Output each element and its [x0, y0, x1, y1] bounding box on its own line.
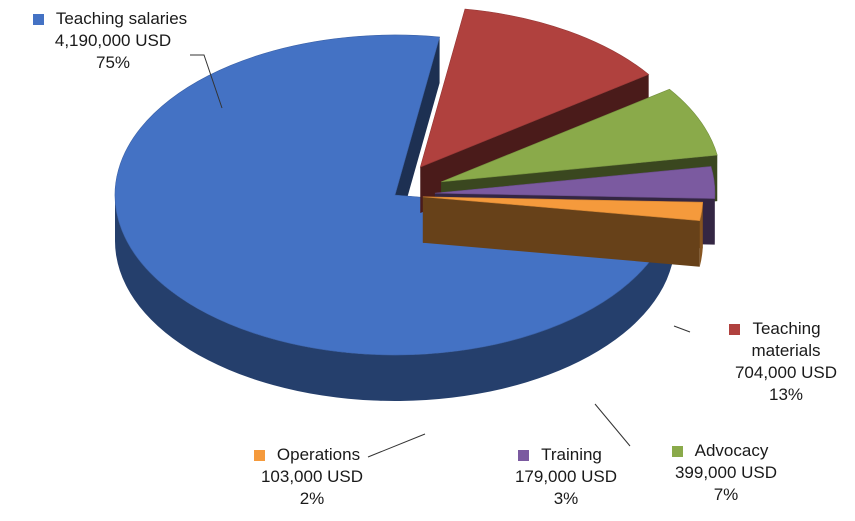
legend-swatch-operations — [254, 450, 265, 461]
label-training: Training 179,000 USD 3% — [475, 444, 645, 510]
slice-percent-teaching-salaries: 75% — [0, 52, 220, 74]
slice-percent-advocacy: 7% — [630, 484, 810, 506]
slice-name-training: Training — [541, 444, 602, 466]
label-advocacy: Advocacy 399,000 USD 7% — [630, 440, 810, 506]
slice-value-training: 179,000 USD — [475, 466, 645, 488]
slice-name-teaching-salaries: Teaching salaries — [56, 8, 187, 30]
label-teaching-materials: Teaching materials 704,000 USD 13% — [695, 318, 855, 406]
slice-value-operations: 103,000 USD — [222, 466, 392, 488]
legend-swatch-training — [518, 450, 529, 461]
legend-swatch-teaching-materials — [729, 324, 740, 335]
legend-swatch-teaching-salaries — [33, 14, 44, 25]
slice-name-operations: Operations — [277, 444, 360, 466]
legend-swatch-advocacy — [672, 446, 683, 457]
slice-percent-teaching-materials: 13% — [695, 384, 855, 406]
slice-value-teaching-materials: 704,000 USD — [695, 362, 855, 384]
slice-percent-training: 3% — [475, 488, 645, 510]
slice-value-advocacy: 399,000 USD — [630, 462, 810, 484]
leader-line-teaching-materials — [674, 326, 690, 332]
slice-value-teaching-salaries: 4,190,000 USD — [0, 30, 220, 52]
leader-line-advocacy — [595, 404, 630, 446]
slice-name-advocacy: Advocacy — [695, 440, 769, 462]
slice-name-teaching-materials-2: materials — [695, 340, 855, 362]
label-teaching-salaries: Teaching salaries 4,190,000 USD 75% — [0, 8, 220, 74]
slice-name-teaching-materials-1: Teaching — [752, 318, 820, 340]
slice-percent-operations: 2% — [222, 488, 392, 510]
label-operations: Operations 103,000 USD 2% — [222, 444, 392, 510]
